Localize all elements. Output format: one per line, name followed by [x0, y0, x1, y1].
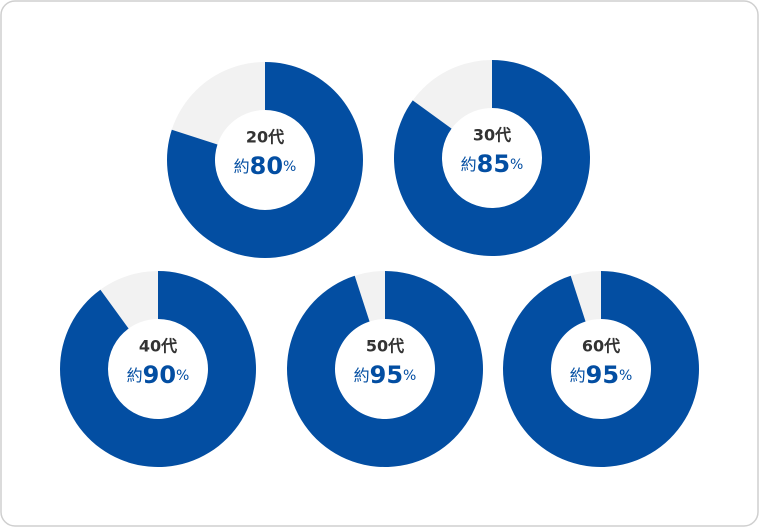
- value-prefix: 約: [354, 366, 370, 385]
- donut-value: 約85%: [461, 150, 524, 178]
- value-label: 85: [477, 150, 510, 178]
- value-prefix: 約: [461, 155, 477, 174]
- value-suffix: %: [403, 368, 416, 384]
- value-label: 90: [143, 361, 176, 389]
- value-suffix: %: [283, 159, 296, 175]
- donut-value: 約80%: [234, 152, 297, 180]
- value-prefix: 約: [570, 366, 586, 385]
- value-label: 95: [370, 361, 403, 389]
- donut-segment: [287, 271, 484, 467]
- donut-segment: [502, 271, 699, 467]
- value-suffix: %: [176, 368, 189, 384]
- value-prefix: 約: [127, 366, 143, 385]
- value-suffix: %: [510, 157, 523, 173]
- value-label: 95: [586, 361, 619, 389]
- value-suffix: %: [619, 368, 632, 384]
- donut-title: 20代: [246, 128, 284, 147]
- value-label: 80: [250, 152, 283, 180]
- donut-value: 約95%: [354, 361, 417, 389]
- donut-title: 60代: [582, 337, 620, 356]
- donut-value: 約90%: [127, 361, 190, 389]
- donut-value: 約95%: [570, 361, 633, 389]
- donut-title: 30代: [473, 126, 511, 145]
- donut-title: 40代: [139, 337, 177, 356]
- donut-segment: [59, 271, 256, 467]
- donut-segment: [167, 62, 363, 258]
- donut-title: 50代: [366, 337, 404, 356]
- donut-segment: [394, 60, 590, 256]
- value-prefix: 約: [234, 157, 250, 176]
